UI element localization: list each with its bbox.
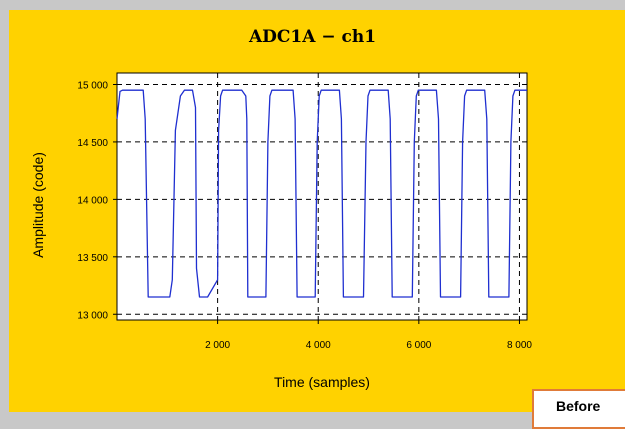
x-tick-label: 6 000: [406, 340, 431, 351]
plot-area: [116, 72, 528, 321]
y-tick-label: 13 000: [77, 310, 108, 321]
y-axis-label: Amplitude (code): [30, 152, 46, 258]
y-tick-label: 13 500: [77, 253, 108, 264]
y-tick-label: 14 000: [77, 195, 108, 206]
y-tick-label: 14 500: [77, 138, 108, 149]
x-tick-label: 8 000: [507, 340, 532, 351]
series-line: [116, 89, 527, 298]
x-tick-label: 2 000: [205, 340, 230, 351]
x-tick-label: 4 000: [306, 340, 331, 351]
before-note-box: Before: [532, 389, 625, 429]
chart-plot: 13 000 13 500 14 000 14 500 15 000 2 000 4 000…: [77, 72, 532, 351]
x-axis-label: Time (samples): [274, 374, 370, 390]
y-tick-label: 15 000: [77, 80, 108, 91]
chart-title: ADC1A − ch1: [248, 27, 377, 47]
before-note-label: Before: [556, 398, 601, 414]
